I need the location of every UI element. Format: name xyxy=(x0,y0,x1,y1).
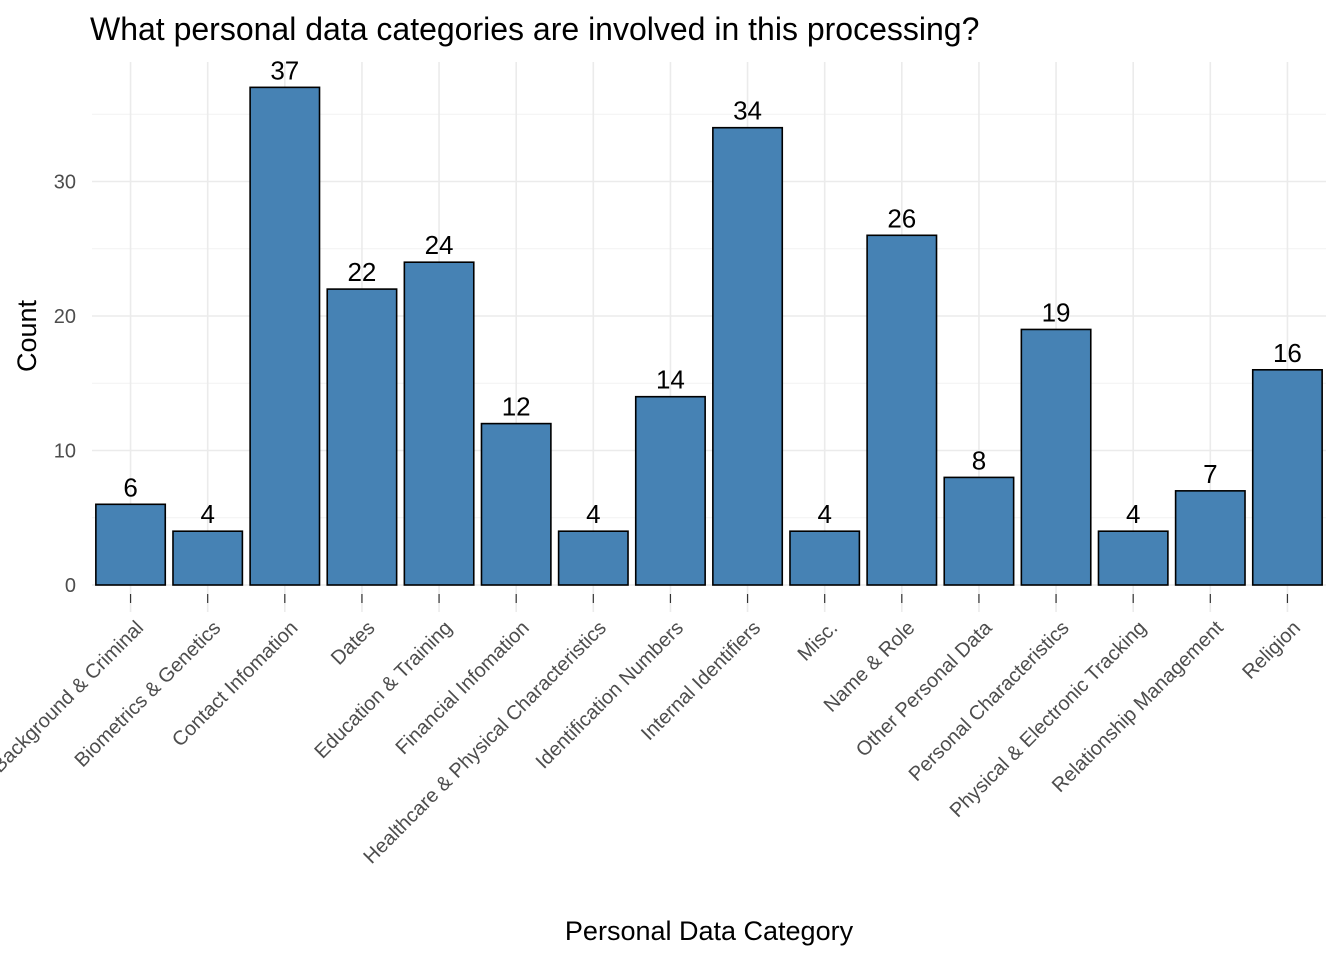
bar-dates xyxy=(326,288,398,586)
x-tick-label-other-personal-data: Other Personal Data xyxy=(852,616,997,761)
y-tick-label-30: 30 xyxy=(54,172,76,194)
bar-background-criminal xyxy=(95,503,167,586)
data-label-background-criminal: 6 xyxy=(123,472,137,502)
data-label-physical-electronic-tracking: 4 xyxy=(1126,499,1140,529)
data-label-internal-identifiers: 34 xyxy=(733,96,762,126)
bar-identification-numbers xyxy=(634,395,706,586)
data-label-healthcare-physical-characteristics: 4 xyxy=(586,499,600,529)
bar-religion xyxy=(1251,368,1323,586)
x-tick-label-financial-infomation: Financial Infomation xyxy=(392,617,534,759)
y-axis-title: Count xyxy=(12,299,42,372)
bar-personal-characteristics xyxy=(1020,328,1092,586)
x-tick-label-religion: Religion xyxy=(1238,617,1305,684)
x-tick-label-misc: Misc. xyxy=(794,617,843,666)
x-tick-label-dates: Dates xyxy=(327,617,380,670)
bar-healthcare-physical-characteristics xyxy=(557,530,629,586)
data-label-identification-numbers: 14 xyxy=(656,365,685,395)
y-axis-ticks: 0 10 20 30 xyxy=(54,172,76,598)
bar-financial-infomation xyxy=(480,422,552,586)
bar-education-training xyxy=(403,261,475,586)
bar-contact-infomation xyxy=(249,86,321,586)
chart-title: What personal data categories are involv… xyxy=(90,11,979,47)
bar-relationship-management xyxy=(1174,490,1246,586)
data-labels: 6 4 37 22 24 12 4 14 34 4 26 8 19 4 7 16 xyxy=(123,55,1302,529)
bar-misc xyxy=(789,530,861,586)
data-label-dates: 22 xyxy=(347,257,376,287)
data-label-religion: 16 xyxy=(1273,338,1302,368)
data-label-other-personal-data: 8 xyxy=(972,445,986,475)
data-label-financial-infomation: 12 xyxy=(502,392,531,422)
x-tick-label-education-training: Education & Training xyxy=(311,617,457,763)
x-tick-label-personal-characteristics: Personal Characteristics xyxy=(905,617,1074,786)
bars xyxy=(95,86,1323,586)
x-axis-title: Personal Data Category xyxy=(565,916,854,946)
data-label-misc: 4 xyxy=(817,499,831,529)
x-tick-label-identification-numbers: Identification Numbers xyxy=(532,617,688,773)
y-tick-label-10: 10 xyxy=(54,441,76,463)
data-label-relationship-management: 7 xyxy=(1203,459,1217,489)
data-label-education-training: 24 xyxy=(425,230,454,260)
bar-physical-electronic-tracking xyxy=(1097,530,1169,586)
bar-name-role xyxy=(866,234,938,586)
data-label-name-role: 26 xyxy=(887,203,916,233)
bar-other-personal-data xyxy=(943,476,1015,586)
bar-internal-identifiers xyxy=(712,126,784,586)
data-label-biometrics-genetics: 4 xyxy=(200,499,214,529)
y-tick-label-0: 0 xyxy=(65,575,76,597)
y-tick-label-20: 20 xyxy=(54,306,76,328)
bar-biometrics-genetics xyxy=(172,530,244,586)
data-label-personal-characteristics: 19 xyxy=(1042,297,1071,327)
data-label-contact-infomation: 37 xyxy=(270,55,299,85)
x-tick-label-biometrics-genetics: Biometrics & Genetics xyxy=(71,617,226,772)
